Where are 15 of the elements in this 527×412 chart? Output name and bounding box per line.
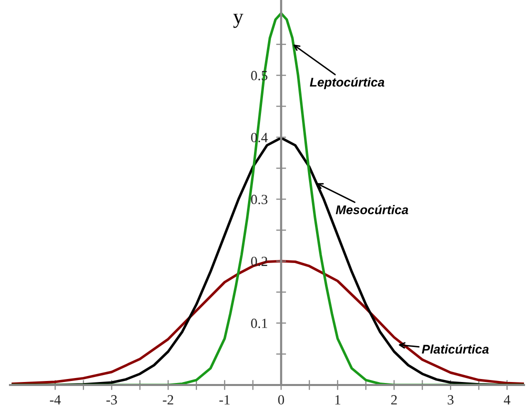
x-tick-label: -1 bbox=[219, 395, 230, 404]
x-tick-label: 3 bbox=[448, 395, 454, 404]
y-axis-title: y bbox=[233, 14, 244, 28]
x-tick-label: 4 bbox=[504, 395, 510, 404]
x-tick-label: 2 bbox=[391, 395, 397, 404]
y-tick-label: 0.3 bbox=[251, 194, 268, 204]
x-tick-label: -4 bbox=[50, 395, 61, 404]
y-tick-label: 0.1 bbox=[251, 318, 268, 328]
x-tick-label: 0 bbox=[278, 395, 284, 404]
annotation: Leptocúrtica bbox=[310, 77, 384, 90]
x-tick-label: 1 bbox=[335, 395, 340, 404]
x-tick-label: -3 bbox=[106, 395, 117, 404]
x-tick-label: -2 bbox=[162, 395, 174, 404]
annotation: Platicúrtica bbox=[422, 344, 489, 354]
annotation: Mesocúrtica bbox=[336, 204, 408, 214]
